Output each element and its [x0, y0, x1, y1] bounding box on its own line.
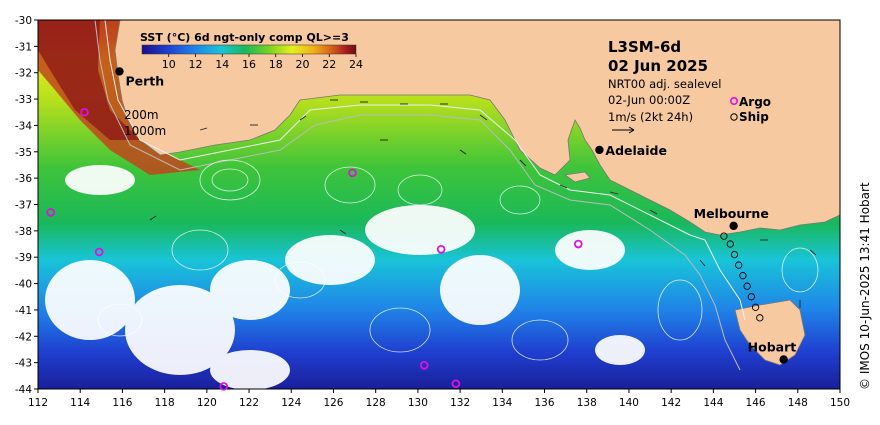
x-tick-label: 132: [450, 397, 470, 409]
argo-float-marker: [573, 239, 583, 249]
y-tick-label: -43: [15, 358, 32, 370]
y-tick-label: -40: [15, 279, 32, 291]
y-tick-label: -37: [15, 200, 32, 212]
y-tick-label: -33: [15, 94, 32, 106]
argo-legend-label: Argo: [739, 95, 771, 109]
x-tick-label: 130: [408, 397, 428, 409]
ship-track-point: [747, 293, 756, 301]
y-tick-label: -32: [15, 68, 32, 80]
argo-float-marker: [46, 208, 55, 217]
city-marker: [779, 355, 788, 364]
argo-float-marker: [451, 379, 461, 389]
y-tick-label: -41: [15, 305, 32, 317]
x-tick-label: 128: [366, 397, 386, 409]
city-label: Hobart: [748, 339, 797, 354]
x-tick-label: 114: [70, 397, 90, 409]
colorbar-tick-label: 22: [322, 58, 336, 71]
x-axis: 112 114 116 118 120 122 124 126 128 130 132 134 136 1…: [28, 389, 850, 409]
contour-1000-label: 1000m: [124, 124, 166, 138]
argo-float-marker: [348, 168, 357, 178]
ship-track: [720, 232, 764, 322]
ship-legend-icon: [730, 113, 738, 121]
colorbar-tick-label: 20: [296, 58, 310, 71]
colorbar-tick-label: 10: [162, 58, 176, 71]
y-tick-label: -35: [15, 147, 32, 159]
sealevel-contours: [97, 159, 819, 361]
x-tick-label: 116: [112, 397, 132, 409]
date-title: 02 Jun 2025: [608, 57, 708, 75]
x-tick-label: 136: [535, 397, 555, 409]
x-tick-label: 124: [281, 397, 301, 409]
product-title: L3SM-6d: [608, 38, 681, 56]
y-axis: -30 -31 -32 -33 -34 -35 -36 -37 -38 -39 -40 -41 -42 -…: [15, 15, 38, 396]
ship-track-point: [743, 282, 751, 290]
ship-track-point: [726, 240, 734, 248]
x-tick-label: 112: [28, 397, 48, 409]
city-marker: [595, 145, 604, 155]
contour-200-label: 200m: [124, 108, 159, 122]
colorbar-tick-label: 12: [189, 58, 203, 71]
colorbar-gradient: [141, 44, 357, 55]
argo-float-marker: [80, 107, 89, 117]
city-label: Melbourne: [694, 206, 769, 221]
y-tick-label: -39: [15, 252, 32, 264]
x-tick-label: 140: [619, 397, 639, 409]
y-tick-label: -42: [15, 331, 32, 343]
y-tick-label: -31: [15, 41, 32, 53]
ship-track-point: [735, 261, 743, 269]
city-marker: [729, 221, 738, 231]
ship-track-point: [720, 232, 728, 240]
colorbar-tick-label: 16: [242, 58, 256, 71]
argo-legend-icon: [729, 97, 738, 106]
x-tick-label: 148: [788, 397, 808, 409]
y-tick-label: -36: [15, 173, 32, 185]
colorbar-ticks: 10 12 14 16 18 20 22 24: [162, 54, 363, 71]
leeuwin-current-core: [38, 20, 140, 140]
y-tick-label: -30: [15, 15, 32, 27]
argo-float-marker: [419, 360, 429, 370]
colorbar-tick-label: 14: [215, 58, 229, 71]
contour-1000m: [94, 20, 741, 371]
x-tick-label: 142: [661, 397, 681, 409]
argo-floats: [46, 107, 583, 391]
ship-track-point: [730, 250, 739, 259]
y-tick-label: -38: [15, 226, 32, 238]
vector-scale-arrowhead: [628, 126, 635, 134]
y-tick-label: -44: [15, 384, 32, 396]
x-tick-label: 146: [746, 397, 766, 409]
x-tick-label: 144: [703, 397, 723, 409]
city-label: Adelaide: [605, 143, 667, 158]
x-tick-label: 138: [577, 397, 597, 409]
land-mass: [114, 20, 840, 366]
argo-float-marker: [94, 247, 104, 257]
velocity-vectors: [149, 99, 817, 308]
place-markers: Perth Adelaide Melbourne Hobart: [115, 67, 797, 364]
cloud-gaps: [45, 165, 645, 389]
time-label: 02-Jun 00:00Z: [608, 93, 690, 107]
x-tick-label: 134: [492, 397, 512, 409]
ship-track-point: [756, 314, 764, 322]
ship-track-point: [739, 272, 747, 280]
colorbar-tick-label: 24: [349, 58, 363, 71]
credit-text: © IMOS 10-Jun-2025 13:41 Hobart: [858, 182, 872, 390]
ship-track-point: [751, 303, 760, 311]
colorbar: SST (°C) 6d ngt-only comp QL>=3 10 12 14 16…: [140, 31, 363, 71]
colorbar-tick-label: 18: [269, 58, 283, 71]
city-marker: [115, 67, 124, 76]
argo-float-marker: [436, 245, 446, 254]
colorbar-label: SST (°C) 6d ngt-only comp QL>=3: [140, 31, 349, 44]
x-tick-label: 150: [830, 397, 850, 409]
x-tick-label: 122: [239, 397, 259, 409]
vector-scale-label: 1m/s (2kt 24h): [608, 110, 693, 124]
ship-legend-label: Ship: [739, 110, 769, 124]
x-tick-label: 118: [155, 397, 175, 409]
city-label: Perth: [125, 73, 164, 88]
contour-200m: [104, 20, 746, 321]
y-tick-label: -34: [15, 120, 32, 132]
sealevel-label: NRT00 adj. sealevel: [608, 77, 721, 91]
x-tick-label: 126: [323, 397, 343, 409]
x-tick-label: 120: [197, 397, 217, 409]
argo-float-marker: [219, 382, 229, 391]
